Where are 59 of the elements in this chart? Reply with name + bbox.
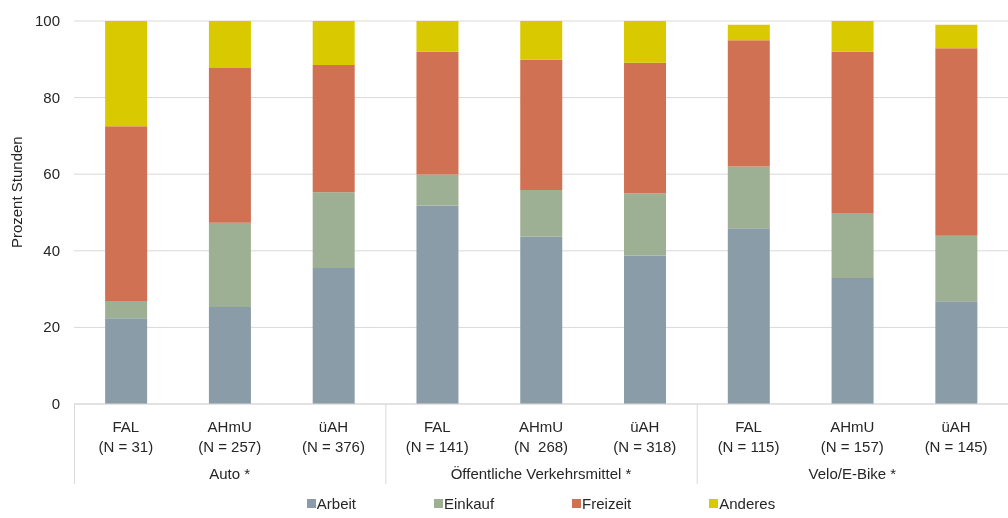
bar <box>727 228 770 404</box>
bar <box>831 277 874 404</box>
y-axis-title: Prozent Stunden <box>8 136 25 249</box>
x-tick-label: AHmU (N = 157) <box>820 418 884 455</box>
bar <box>624 62 667 194</box>
bar <box>935 48 978 236</box>
bar <box>831 51 874 213</box>
bar <box>105 300 148 319</box>
bar <box>312 268 355 404</box>
bar <box>416 21 459 52</box>
bar <box>105 21 148 127</box>
bar <box>727 24 770 41</box>
bar <box>520 59 563 190</box>
x-tick-label: FAL (N = 31) <box>98 418 154 455</box>
bar <box>312 65 355 193</box>
legend-label: Anderes <box>719 494 776 512</box>
x-tick-label: üAH (N = 145) <box>924 418 988 455</box>
bar <box>208 307 251 404</box>
x-tick-label: üAH (N = 376) <box>301 418 365 455</box>
bar <box>935 301 978 404</box>
bar <box>624 193 667 256</box>
bar <box>520 189 563 237</box>
bar <box>831 212 874 278</box>
y-tick-label: 20 <box>43 318 60 336</box>
bar <box>312 21 355 66</box>
bar <box>105 126 148 301</box>
bar <box>624 255 667 404</box>
bar <box>727 40 770 167</box>
bar <box>416 205 459 404</box>
x-tick-label: AHmU (N = 257) <box>198 418 262 455</box>
bar <box>624 21 667 63</box>
bar <box>935 24 978 49</box>
text: Auto * <box>209 465 251 482</box>
bar <box>831 21 874 52</box>
y-tick-label: 60 <box>43 165 60 183</box>
bar <box>416 51 459 175</box>
y-tick-label: 80 <box>43 88 60 106</box>
bar <box>208 21 251 69</box>
legend-label: Freizeit <box>582 494 632 512</box>
y-tick-label: 40 <box>43 241 60 259</box>
x-tick-label: FAL (N = 141) <box>405 418 469 455</box>
x-tick-label: FAL (N = 115) <box>717 418 780 455</box>
legend-label: Einkauf <box>444 494 495 512</box>
bar <box>312 192 355 269</box>
bar <box>208 222 251 308</box>
bar <box>727 166 770 229</box>
bar <box>520 236 563 404</box>
bar <box>935 235 978 302</box>
bar <box>208 68 251 223</box>
x-tick-label: üAH (N = 318) <box>613 418 677 455</box>
bar <box>520 21 563 60</box>
bar <box>416 174 459 206</box>
x-tick-label: AHmU (N 268) <box>513 418 569 455</box>
legend-label: Arbeit <box>316 494 357 512</box>
bar <box>105 318 148 404</box>
y-tick-label: 100 <box>34 12 60 29</box>
text: Öffentliche Verkehrsmittel * <box>450 465 632 482</box>
text: Velo/E-Bike * <box>808 465 897 482</box>
y-tick-label: 0 <box>51 395 60 412</box>
